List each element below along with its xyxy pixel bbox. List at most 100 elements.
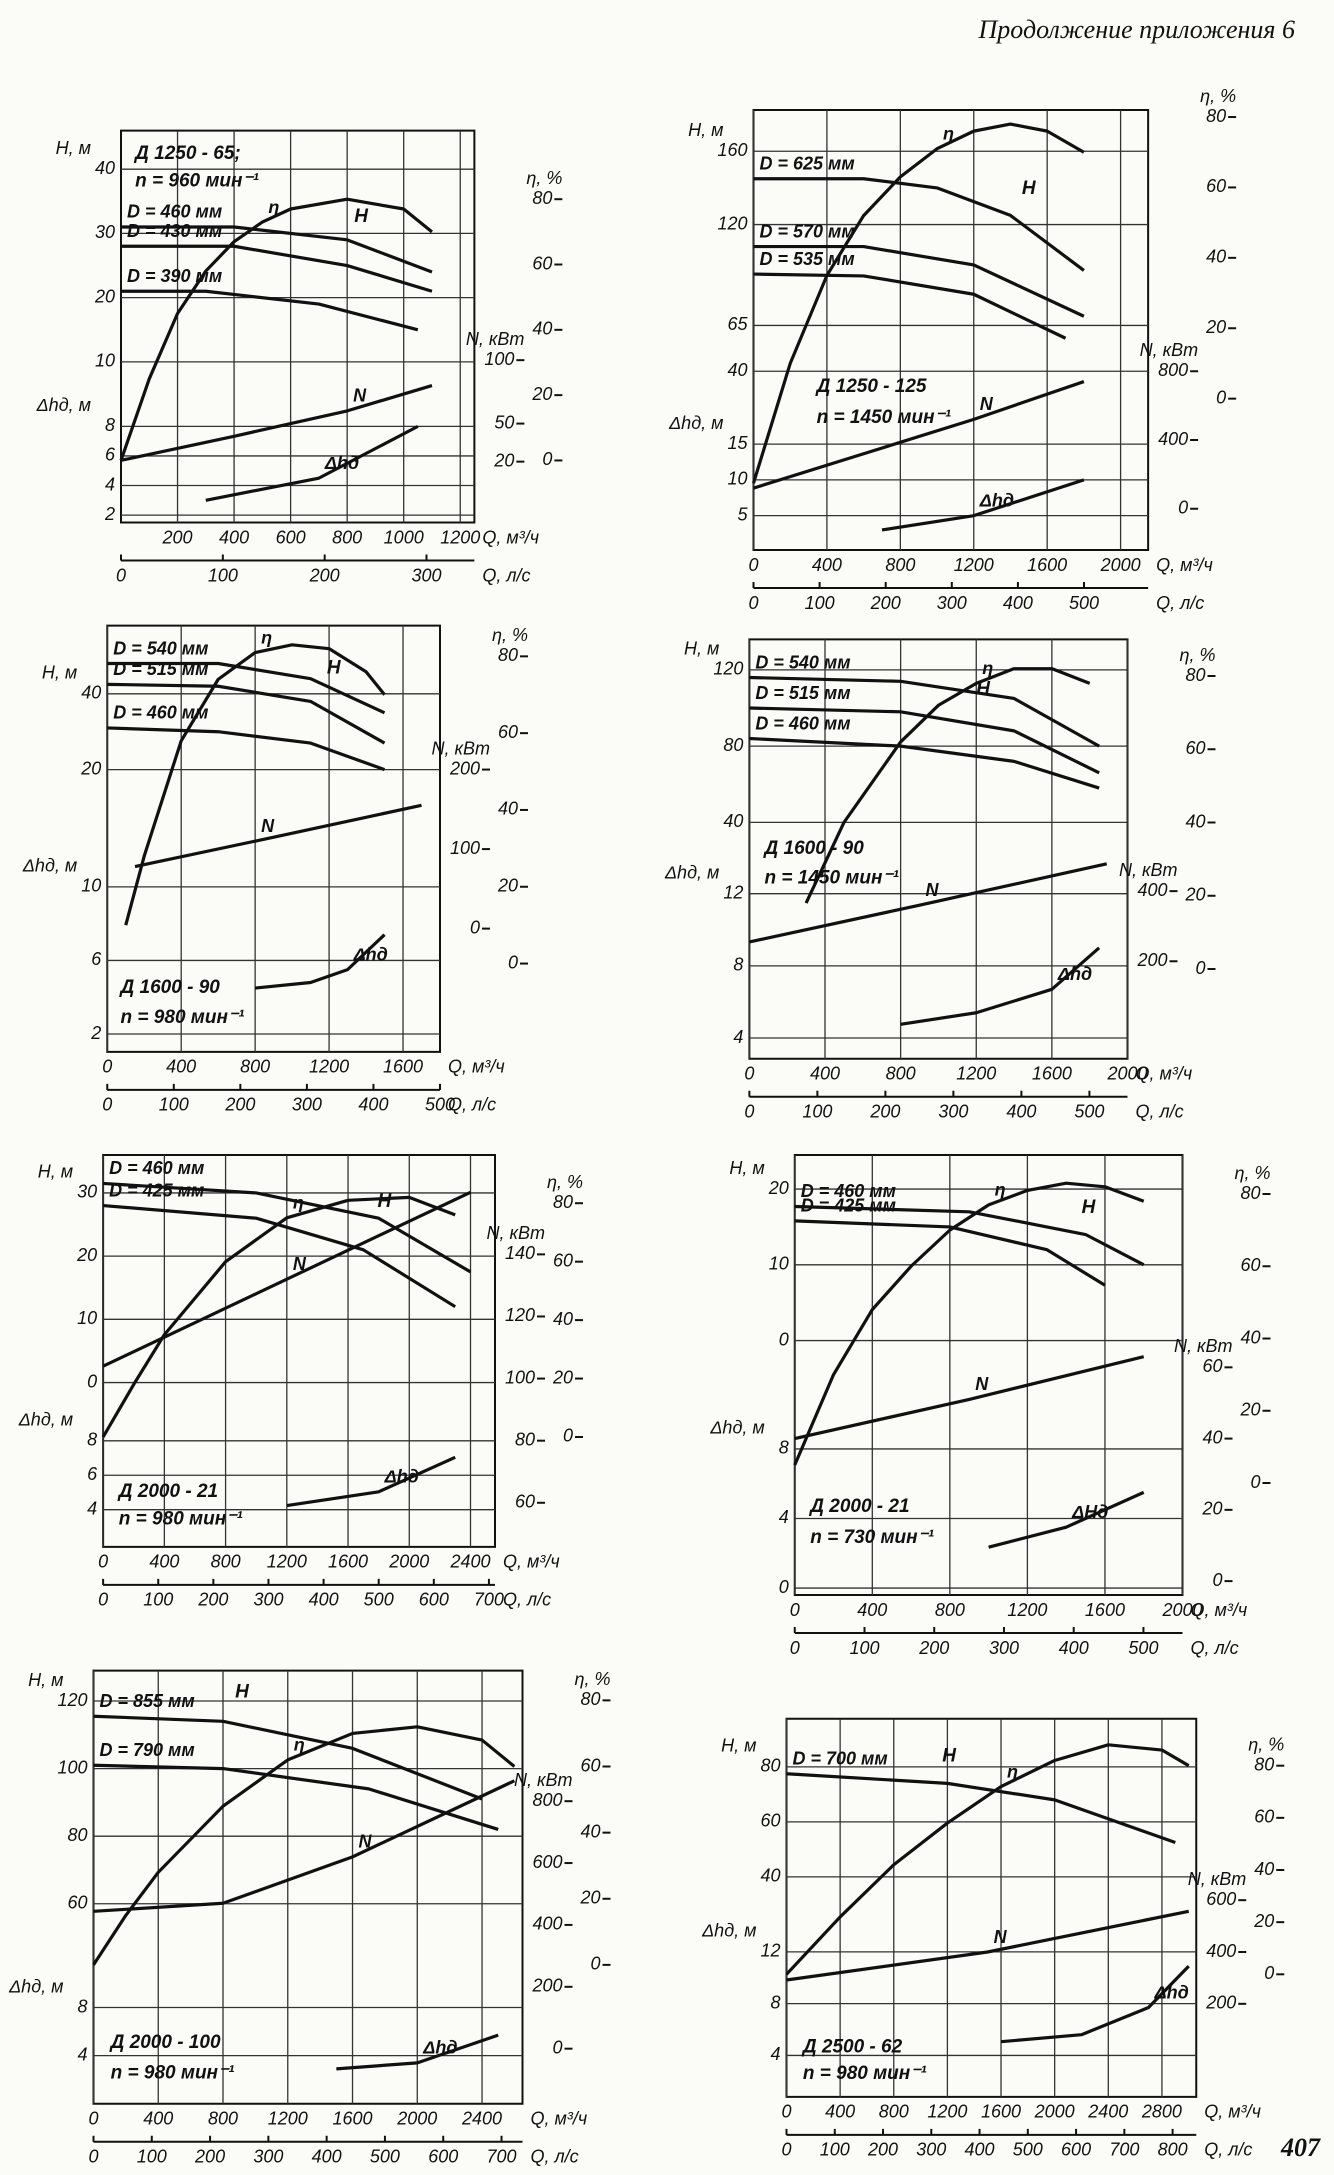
series-label: Δhд xyxy=(384,1467,419,1487)
annotation: H xyxy=(976,679,991,700)
y-tick-label: 600 xyxy=(1206,1889,1236,1909)
x2-tick-label: 0 xyxy=(781,2140,791,2160)
curve xyxy=(121,244,433,293)
y-tick-label: 80 xyxy=(1206,106,1226,126)
y-tick-label: 5 xyxy=(737,504,748,524)
chart-title: Д 2000 - 21 xyxy=(117,1481,218,1502)
x2-tick-label: 300 xyxy=(916,2140,946,2160)
x2-tick-label: 500 xyxy=(1013,2140,1043,2160)
x-tick-label: 400 xyxy=(812,555,842,575)
y-tick-label: 40 xyxy=(1206,247,1226,267)
curve xyxy=(988,1490,1145,1549)
series-label: Δhд xyxy=(422,2038,457,2058)
y-tick-label: 8 xyxy=(87,1430,97,1450)
y-tick-label: 80 xyxy=(1254,1754,1274,1774)
series-label: D = 790 мм xyxy=(100,1740,195,1760)
y-tick-label: 12 xyxy=(723,882,743,902)
y-tick-label: 40 xyxy=(723,811,743,831)
curve xyxy=(101,1195,456,1438)
annotation: H xyxy=(1082,1197,1097,1218)
y-tick-label: 80 xyxy=(498,645,518,665)
y-tick-label: 20 xyxy=(768,1178,789,1198)
x2-tick-label: 500 xyxy=(1074,1102,1104,1122)
axis-label: Δhд, м xyxy=(709,1418,764,1438)
y-tick-label: 40 xyxy=(532,319,552,339)
x-tick-label: 400 xyxy=(857,1600,887,1620)
y-tick-label: 20 xyxy=(552,1367,573,1387)
x-tick-label: 400 xyxy=(219,527,249,547)
chart-subtitle: n = 980 мин⁻¹ xyxy=(803,2063,927,2084)
x2-tick-label: 0 xyxy=(116,565,126,585)
x2-tick-label: 500 xyxy=(370,2147,400,2167)
series-label: D = 700 мм xyxy=(793,1749,888,1769)
x-tick-label: 1600 xyxy=(1085,1600,1125,1620)
x-tick-label: 400 xyxy=(825,2102,855,2122)
x2-tick-label: 400 xyxy=(309,1590,339,1610)
x-tick-label: 800 xyxy=(879,2102,909,2122)
y-tick-label: 160 xyxy=(717,140,747,160)
series-label: D = 460 мм xyxy=(127,202,222,222)
axis-label: H, м xyxy=(721,1736,756,1756)
x2-tick-label: 200 xyxy=(194,2147,225,2167)
chart-subtitle: n = 980 мин⁻¹ xyxy=(121,1007,245,1028)
curve xyxy=(107,682,386,745)
y-tick-label: 60 xyxy=(532,253,552,273)
series-label: D = 460 мм xyxy=(109,1158,204,1178)
x2-tick-label: 300 xyxy=(253,2147,283,2167)
y-tick-label: 80 xyxy=(532,188,552,208)
x2-tick-label: 700 xyxy=(1109,2140,1139,2160)
curve xyxy=(794,1355,1145,1441)
curve xyxy=(749,706,1100,775)
x-tick-label: 1600 xyxy=(383,1057,423,1077)
y-tick-label: 60 xyxy=(760,1811,780,1831)
x-tick-label: 1200 xyxy=(927,2102,967,2122)
y-tick-label: 2 xyxy=(90,1023,101,1043)
x2-tick-label: 300 xyxy=(411,565,441,585)
series-label: N xyxy=(359,1832,373,1852)
x2-tick-label: 500 xyxy=(1128,1638,1158,1658)
axis-label: Δhд, м xyxy=(701,1921,756,1941)
y-tick-label: 20 xyxy=(80,758,101,778)
curve xyxy=(121,289,419,332)
y-tick-label: 40 xyxy=(1254,1859,1274,1879)
plot-frame xyxy=(752,109,1150,551)
axis-label: H, м xyxy=(38,1162,73,1182)
y-tick-label: 4 xyxy=(779,1507,789,1527)
series-label: N xyxy=(293,1254,307,1274)
curve xyxy=(107,726,386,772)
y-tick-label: 200 xyxy=(449,758,480,778)
series-label: D = 430 мм xyxy=(127,221,222,241)
curve xyxy=(804,667,1091,904)
y-tick-label: 8 xyxy=(733,955,743,975)
curve xyxy=(93,1714,483,1801)
x-tick-label: 2000 xyxy=(1034,2102,1075,2122)
y-tick-label: 600 xyxy=(532,1852,562,1872)
series-label: D = 425 мм xyxy=(109,1180,204,1200)
series-label: D = 460 мм xyxy=(801,1181,896,1201)
y-tick-label: 400 xyxy=(1137,880,1167,900)
y-tick-label: 8 xyxy=(770,1992,780,2012)
chart-title: Д 1600 - 90 xyxy=(119,977,221,998)
axis-label: H, м xyxy=(56,138,91,158)
x2-tick-label: 300 xyxy=(938,1102,968,1122)
x2-axis-label: Q, л/с xyxy=(1191,1638,1239,1658)
chart-subtitle: n = 960 мин⁻¹ xyxy=(135,171,259,192)
series-label: Δhд xyxy=(979,490,1014,510)
axis-label: Δhд, м xyxy=(668,413,723,433)
curve xyxy=(753,380,1085,490)
y-tick-label: 20 xyxy=(493,450,514,470)
annotation: H xyxy=(354,206,369,227)
x2-tick-label: 400 xyxy=(965,2140,995,2160)
x2-tick-label: 400 xyxy=(1059,1638,1089,1658)
axis-label: N, кВт xyxy=(487,1223,546,1243)
axis-label: N, кВт xyxy=(1188,1869,1247,1889)
x-tick-label: 200 xyxy=(162,527,193,547)
x-axis-label: Q, м³/ч xyxy=(1156,555,1213,575)
x-tick-label: 800 xyxy=(240,1057,270,1077)
axis-label: Δhд, м xyxy=(18,1410,73,1430)
x-tick-label: 2400 xyxy=(449,1552,490,1572)
y-tick-label: 8 xyxy=(105,415,115,435)
y-tick-label: 40 xyxy=(727,360,747,380)
curve xyxy=(124,643,386,926)
x-tick-label: 1600 xyxy=(1027,555,1067,575)
